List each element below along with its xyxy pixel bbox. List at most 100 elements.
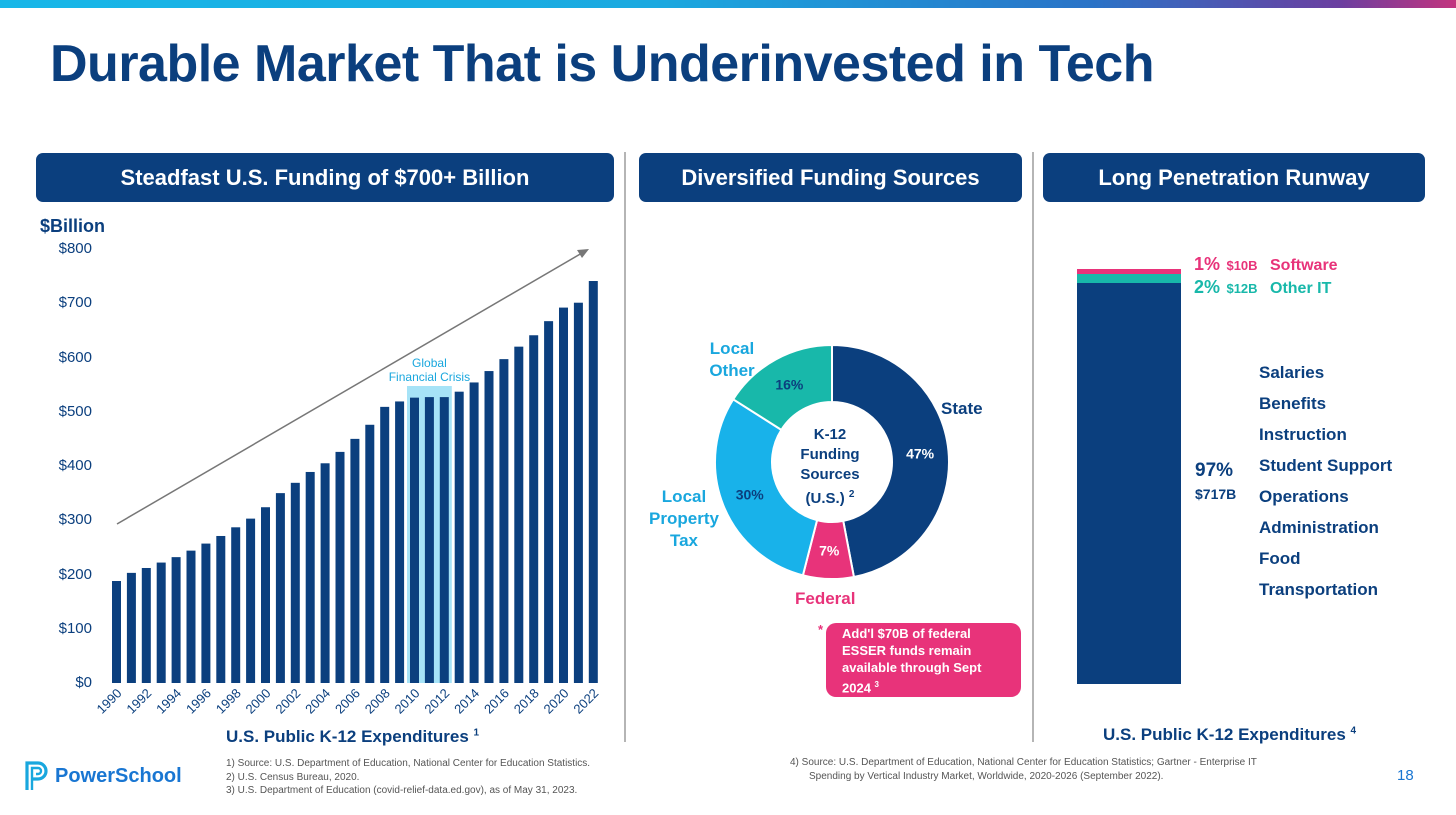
y-tick-label: $300 bbox=[58, 511, 92, 529]
y-tick-label: $700 bbox=[58, 294, 92, 312]
middle-panel-header: Diversified Funding Sources bbox=[639, 153, 1022, 202]
category-student-support: Student Support bbox=[1259, 456, 1393, 475]
bar-chart-caption: U.S. Public K-12 Expenditures 1 bbox=[226, 727, 479, 747]
x-tick-label: 1996 bbox=[183, 686, 214, 717]
x-tick-label: 2020 bbox=[541, 686, 572, 717]
bar-2005 bbox=[335, 451, 345, 683]
y-axis-labels: $0 $100 $200 $300 $400 $500 $600 $700 $800 bbox=[30, 0, 92, 815]
bar-2015 bbox=[484, 371, 494, 683]
donut-slice-local-other bbox=[731, 343, 833, 432]
donut-center-line4: (U.S.) bbox=[805, 490, 845, 507]
top-gradient-bar bbox=[0, 0, 1456, 8]
bar-1992 bbox=[141, 567, 151, 683]
bar-2009 bbox=[395, 401, 405, 683]
esser-note-asterisk: * bbox=[818, 622, 824, 637]
other-it-pct: 2% bbox=[1194, 277, 1221, 297]
software-amount: $10B bbox=[1226, 258, 1258, 273]
footnote-right: 4) Source: U.S. Department of Education,… bbox=[790, 756, 1257, 783]
bar-2003 bbox=[305, 471, 315, 683]
runway-main-segment bbox=[1077, 283, 1181, 684]
other-it-amount: $12B bbox=[1226, 281, 1258, 296]
runway-other-it-segment bbox=[1077, 274, 1181, 283]
donut-value-label: 47% bbox=[906, 446, 935, 462]
bar-2019 bbox=[544, 321, 554, 683]
y-axis-unit-label: $Billion bbox=[40, 216, 106, 236]
footnote-1: 1) Source: U.S. Department of Education,… bbox=[226, 758, 591, 769]
x-tick-label: 2012 bbox=[421, 686, 452, 717]
category-administration: Administration bbox=[1259, 518, 1379, 537]
donut-center-line1: K-12 bbox=[813, 426, 847, 443]
x-tick-label: 2018 bbox=[511, 686, 542, 717]
donut-value-label: 7% bbox=[819, 542, 840, 558]
x-tick-label: 2008 bbox=[362, 686, 393, 717]
powerschool-logo-icon bbox=[25, 761, 48, 790]
bar-2016 bbox=[499, 359, 509, 683]
powerschool-logo-text: PowerSchool bbox=[55, 764, 182, 787]
crisis-label-line1: Global bbox=[412, 356, 447, 370]
footnote-4-line1: 4) Source: U.S. Department of Education,… bbox=[790, 757, 1257, 768]
y-tick-label: $600 bbox=[58, 348, 92, 366]
page-number: 18 bbox=[1397, 767, 1414, 784]
x-tick-label: 2006 bbox=[332, 686, 363, 717]
y-tick-label: $400 bbox=[58, 457, 92, 474]
x-tick-label: 2002 bbox=[272, 686, 303, 717]
y-tick-label: $100 bbox=[58, 619, 92, 637]
bar-2008 bbox=[380, 406, 390, 683]
software-pct: 1% bbox=[1194, 254, 1221, 274]
runway-category-list: Salaries Benefits Instruction Student Su… bbox=[1259, 357, 1392, 605]
bar-1990 bbox=[112, 581, 121, 683]
category-operations: Operations bbox=[1259, 487, 1349, 506]
slide-title: Durable Market That is Underinvested in … bbox=[50, 35, 1154, 93]
right-panel-header: Long Penetration Runway bbox=[1043, 153, 1425, 202]
bar-2002 bbox=[290, 482, 300, 683]
donut-value-label: 30% bbox=[736, 487, 765, 503]
x-tick-label: 2022 bbox=[570, 686, 601, 717]
bar-1999 bbox=[246, 518, 256, 683]
label-local-other: Local Other bbox=[690, 338, 774, 382]
runway-main-pct: 97% bbox=[1195, 460, 1234, 481]
bar-2012 bbox=[439, 397, 449, 683]
y-tick-label: $800 bbox=[58, 240, 92, 257]
bar-2001 bbox=[275, 493, 285, 683]
bar-chart: Global Financial Crisis 1990199219941996… bbox=[94, 249, 601, 717]
bar-2017 bbox=[514, 346, 524, 683]
crisis-label-line2: Financial Crisis bbox=[389, 370, 470, 384]
funding-donut-chart: 47% 7% 30% 16% bbox=[714, 343, 950, 580]
footnotes-left: 1) Source: U.S. Department of Education,… bbox=[226, 757, 590, 798]
runway-caption-text: U.S. Public K-12 Expenditures bbox=[1103, 725, 1346, 744]
label-lpt-line2: Property bbox=[649, 509, 719, 528]
trend-arrow bbox=[116, 249, 589, 525]
bar-2010 bbox=[410, 397, 419, 683]
bar-1997 bbox=[216, 535, 226, 683]
x-tick-label: 1990 bbox=[94, 686, 125, 717]
bar-2011 bbox=[424, 397, 434, 683]
bar-1996 bbox=[201, 543, 211, 683]
donut-center-sup: 2 bbox=[848, 489, 855, 500]
bar-2000 bbox=[261, 507, 270, 683]
x-tick-label: 2014 bbox=[451, 686, 482, 717]
bar-2013 bbox=[454, 391, 464, 683]
donut-slice-state bbox=[831, 343, 950, 579]
x-tick-label: 1994 bbox=[153, 686, 184, 717]
donut-slice-local-property-tax bbox=[714, 397, 819, 577]
footnote-2: 2) U.S. Census Bureau, 2020. bbox=[226, 771, 360, 783]
bar-2004 bbox=[320, 463, 330, 683]
bar-1991 bbox=[126, 572, 136, 683]
label-local-other-line2: Other bbox=[709, 361, 755, 380]
esser-note-line4: 2024 bbox=[842, 680, 871, 696]
donut-center-line2: Funding bbox=[800, 446, 860, 463]
bar-1995 bbox=[186, 550, 196, 683]
bar-chart-caption-sup: 1 bbox=[473, 727, 480, 739]
category-transportation: Transportation bbox=[1259, 580, 1379, 599]
x-tick-label: 2016 bbox=[481, 686, 512, 717]
other-it-label: Other IT bbox=[1270, 280, 1332, 297]
esser-note-line3: available through Sept bbox=[842, 660, 982, 675]
esser-note-line1: Add'l $70B of federal bbox=[842, 626, 971, 641]
panel-divider-left bbox=[624, 152, 626, 742]
x-tick-label: 2010 bbox=[392, 686, 423, 717]
footnote-4-line2: Spending by Vertical Industry Market, Wo… bbox=[809, 770, 1164, 782]
label-lpt-line1: Local bbox=[661, 487, 707, 506]
label-federal: Federal bbox=[795, 589, 856, 608]
esser-note-line2: ESSER funds remain bbox=[842, 643, 972, 658]
y-tick-label: $500 bbox=[58, 402, 92, 420]
